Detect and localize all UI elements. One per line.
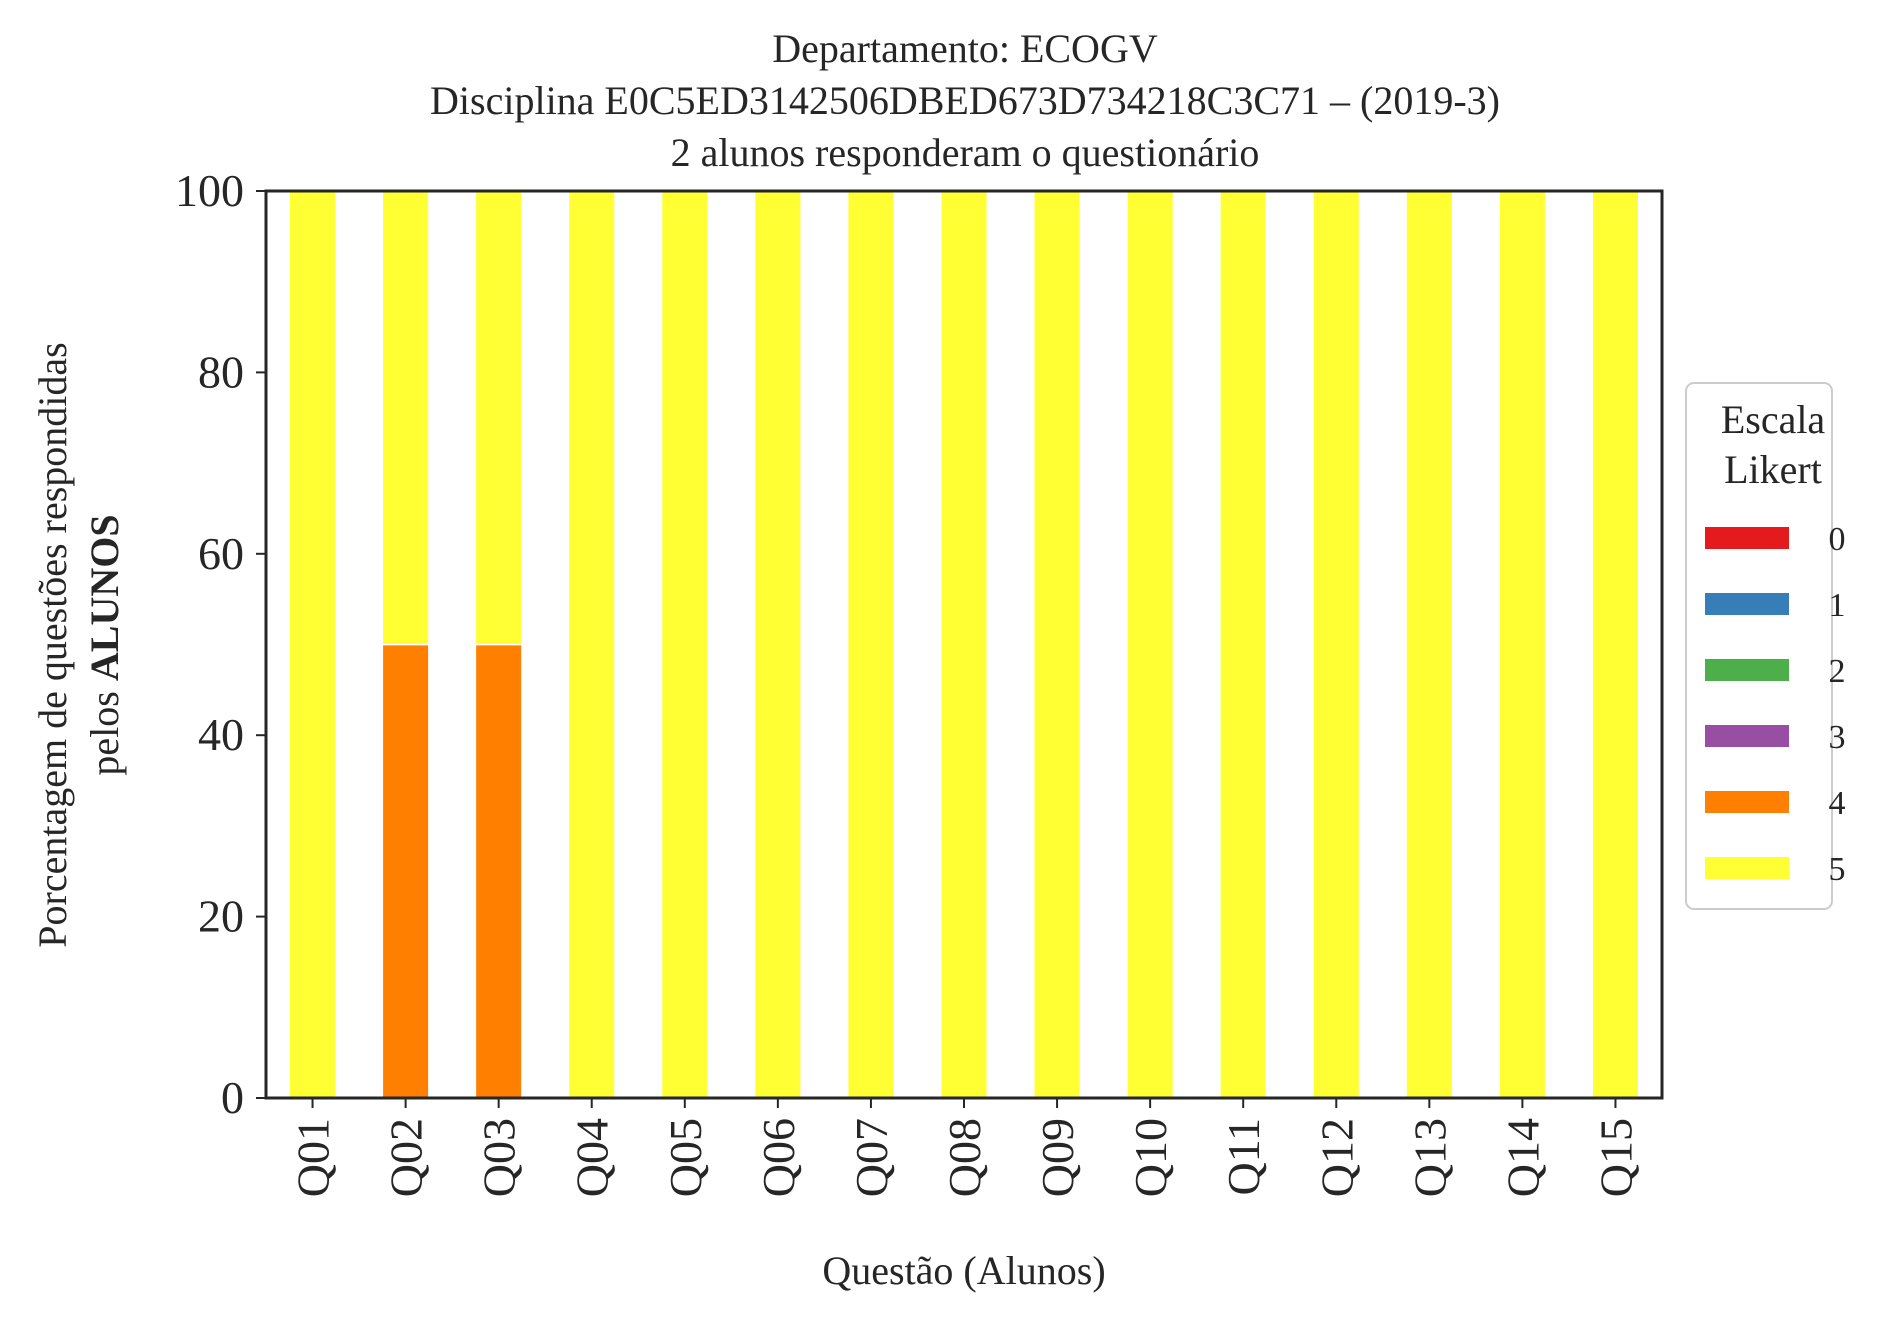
y-axis-label-line-1: Porcentagem de questões respondidas	[30, 342, 75, 947]
bar-Q08-likert-5	[939, 190, 989, 1099]
y-axis-label-line-2: pelos ALUNOS	[82, 514, 127, 775]
bar-Q13-likert-5	[1405, 190, 1454, 1099]
bars-layer	[288, 190, 1640, 1099]
x-tick-label: Q01	[288, 1118, 339, 1197]
x-tick-label: Q13	[1404, 1118, 1455, 1197]
bar-Q15-likert-5	[1591, 190, 1640, 1099]
title-line-3: 2 alunos responderam o questionário	[671, 130, 1260, 175]
legend-label-0: 0	[1829, 521, 1846, 558]
legend-title-line-2: Likert	[1724, 447, 1822, 492]
legend-swatch-1	[1705, 593, 1789, 615]
x-tick-label: Q14	[1497, 1118, 1548, 1197]
y-tick-label: 20	[198, 891, 244, 942]
x-tick-label: Q12	[1311, 1118, 1362, 1197]
bar-Q02-likert-5	[381, 190, 430, 646]
x-axis-label: Questão (Alunos)	[822, 1248, 1105, 1293]
legend-swatch-2	[1705, 659, 1789, 681]
legend-swatch-0	[1705, 527, 1789, 549]
x-tick-label: Q11	[1218, 1118, 1269, 1196]
legend-swatch-3	[1705, 725, 1789, 747]
y-tick-label: 0	[221, 1072, 244, 1123]
x-tick-label: Q10	[1125, 1118, 1176, 1197]
bar-Q07-likert-5	[846, 190, 895, 1099]
y-tick-label: 40	[198, 709, 244, 760]
legend-items: 0 1 2 3 4 5	[1705, 521, 1846, 888]
y-axis-ticks: 0 20 40 60 80 100	[175, 165, 266, 1123]
y-tick-label: 80	[198, 346, 244, 397]
bar-Q11-likert-5	[1219, 190, 1268, 1099]
y-tick-label: 100	[175, 165, 244, 216]
bar-Q01-likert-5	[288, 190, 337, 1099]
y-axis-label-bold: ALUNOS	[82, 514, 127, 681]
x-tick-label: Q07	[846, 1118, 897, 1197]
bar-Q02-likert-4	[381, 643, 430, 1099]
bar-Q06-likert-5	[753, 190, 802, 1099]
legend-label-3: 3	[1829, 719, 1846, 756]
x-tick-label: Q08	[939, 1118, 990, 1197]
bar-Q04-likert-5	[567, 190, 616, 1099]
title-line-2: Disciplina E0C5ED3142506DBED673D734218C3…	[430, 78, 1500, 123]
title-line-1: Departamento: ECOGV	[772, 26, 1158, 71]
y-axis-label: Porcentagem de questões respondidas pelo…	[30, 342, 127, 947]
bar-Q10-likert-5	[1126, 190, 1175, 1099]
legend-title-line-1: Escala	[1721, 397, 1826, 442]
legend-label-4: 4	[1829, 785, 1846, 822]
y-axis-label-prefix: pelos	[82, 681, 127, 775]
legend-swatch-4	[1705, 791, 1789, 813]
legend-frame	[1685, 382, 1833, 910]
bar-Q09-likert-5	[1033, 190, 1082, 1099]
bar-Q03-likert-4	[474, 643, 523, 1099]
x-tick-label: Q09	[1032, 1118, 1083, 1197]
legend: Escala Likert 0 1 2 3 4 5	[1685, 382, 1846, 910]
x-tick-label: Q02	[381, 1118, 432, 1197]
y-tick-label: 60	[198, 528, 244, 579]
legend-label-1: 1	[1829, 587, 1846, 624]
x-axis-ticks: Q01 Q02 Q03 Q04 Q05 Q06 Q07 Q08 Q09 Q10 Q11 Q12 Q13 Q…	[288, 1098, 1641, 1197]
x-tick-label: Q04	[567, 1118, 618, 1197]
bar-Q05-likert-5	[660, 190, 709, 1099]
bar-Q14-likert-5	[1498, 190, 1547, 1099]
chart-title: Departamento: ECOGV Disciplina E0C5ED314…	[430, 26, 1500, 175]
legend-label-5: 5	[1829, 851, 1846, 888]
x-tick-label: Q06	[753, 1118, 804, 1197]
legend-label-2: 2	[1829, 653, 1846, 690]
legend-swatch-5	[1705, 857, 1789, 879]
bar-Q12-likert-5	[1312, 190, 1361, 1099]
x-tick-label: Q03	[474, 1118, 525, 1197]
x-tick-label: Q15	[1590, 1118, 1641, 1197]
x-tick-label: Q05	[660, 1118, 711, 1197]
bar-Q03-likert-5	[474, 190, 523, 646]
